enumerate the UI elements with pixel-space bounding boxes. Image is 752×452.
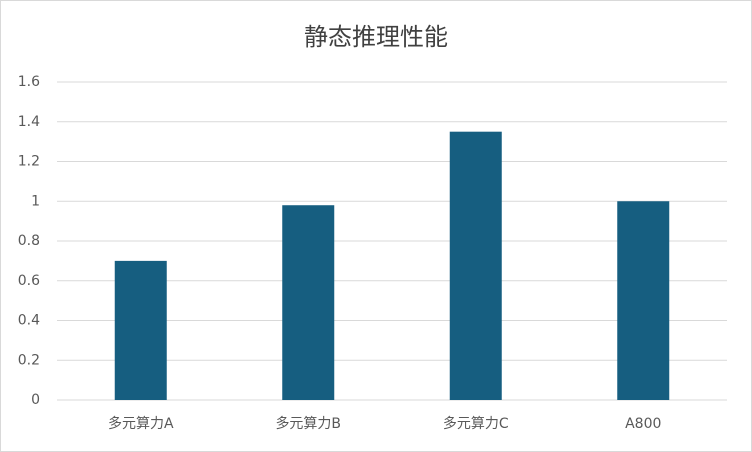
x-tick-label: 多元算力B xyxy=(275,415,341,432)
y-tick-label: 0.6 xyxy=(18,273,40,289)
y-tick-label: 1 xyxy=(31,193,40,209)
x-tick-label: 多元算力C xyxy=(443,415,509,432)
chart-title: 静态推理性能 xyxy=(304,23,448,51)
y-tick-label: 1.4 xyxy=(18,114,40,130)
x-tick-label: 多元算力A xyxy=(108,415,174,432)
y-tick-label: 1.2 xyxy=(18,154,40,170)
bar xyxy=(282,205,335,400)
bar xyxy=(114,260,167,400)
bar xyxy=(449,131,502,400)
y-tick-label: 0 xyxy=(31,392,40,408)
bar xyxy=(617,201,670,400)
y-tick-label: 0.2 xyxy=(18,352,40,368)
y-tick-label: 0.8 xyxy=(18,233,40,249)
y-tick-label: 0.4 xyxy=(18,313,40,329)
y-tick-label: 1.6 xyxy=(18,74,40,90)
x-tick-label: A800 xyxy=(625,416,661,432)
